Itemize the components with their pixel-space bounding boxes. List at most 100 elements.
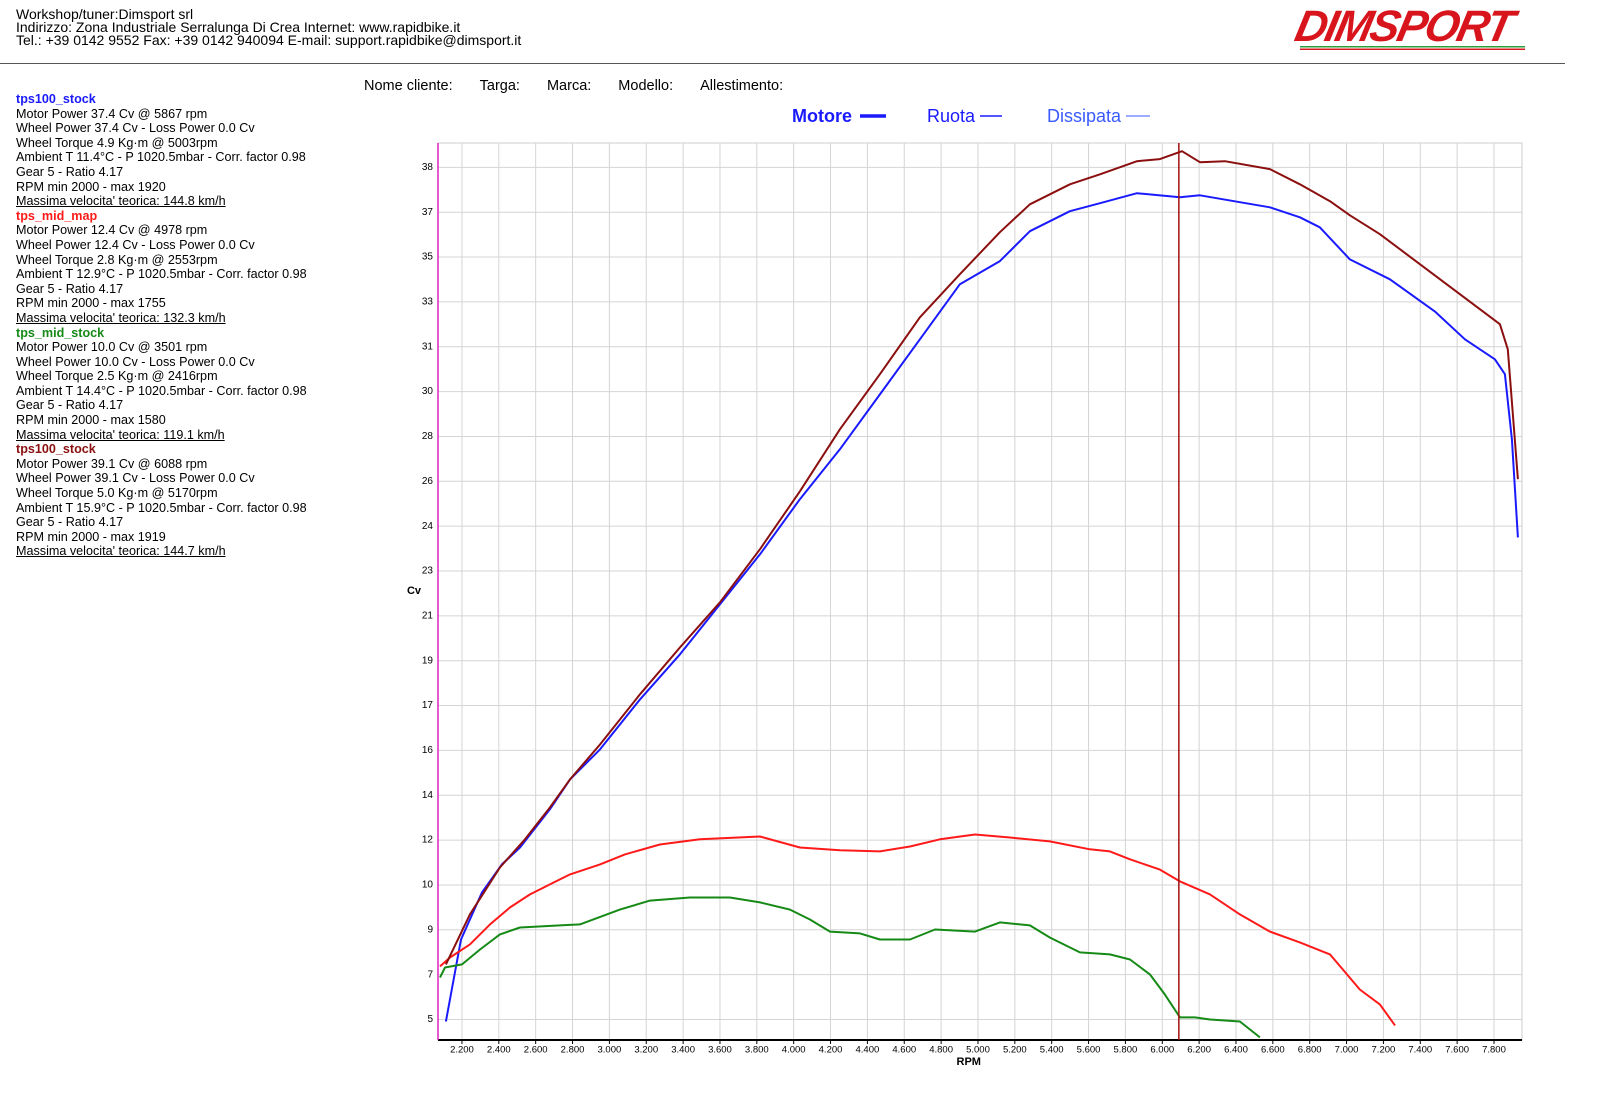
info-line: Wheel Power 37.4 Cv - Loss Power 0.0 Cv (16, 121, 255, 136)
info-title: tps100_stock (16, 92, 96, 106)
x-tick-label: 6.200 (1187, 1045, 1211, 1056)
info-panel: tps100_stock Motor Power 37.4 Cv @ 5867 r… (16, 92, 307, 559)
x-tick-label: 6.000 (1150, 1045, 1174, 1056)
info-line: Ambient T 12.9°C - P 1020.5mbar - Corr. … (16, 267, 307, 282)
x-tick-label: 7.200 (1372, 1045, 1396, 1056)
x-tick-label: 6.800 (1298, 1045, 1322, 1056)
info-block: tps100_stock Motor Power 39.1 Cv @ 6088 r… (16, 442, 307, 559)
plot-frame (437, 142, 1523, 1041)
info-line: Massima velocita' teorica: 132.3 km/h (16, 310, 226, 325)
info-line: Motor Power 37.4 Cv @ 5867 rpm (16, 106, 208, 121)
y-tick-label: 21 (422, 610, 434, 621)
info-line: Motor Power 10.0 Cv @ 3501 rpm (16, 340, 208, 355)
x-tick-label: 3.800 (745, 1045, 769, 1056)
info-line: Wheel Torque 5.0 Kg·m @ 5170rpm (16, 486, 218, 501)
customer-field: Allestimento: (700, 78, 784, 94)
x-tick-label: 6.400 (1224, 1045, 1248, 1056)
x-tick-label: 4.200 (819, 1045, 843, 1056)
x-tick-label: 5.400 (1040, 1045, 1064, 1056)
series-line (444, 150, 1519, 965)
info-line: Ambient T 14.4°C - P 1020.5mbar - Corr. … (16, 383, 307, 398)
x-axis-label: RPM (957, 1056, 981, 1068)
x-tick-label: 2.800 (561, 1045, 585, 1056)
info-line: Massima velocita' teorica: 144.8 km/h (16, 194, 226, 209)
info-title: tps_mid_stock (16, 325, 105, 340)
x-tick-label: 4.000 (782, 1045, 806, 1056)
info-title: tps100_stock (16, 442, 96, 457)
x-tick-label: 2.400 (487, 1045, 511, 1056)
info-line: Massima velocita' teorica: 144.7 km/h (16, 544, 226, 559)
info-line: RPM min 2000 - max 1920 (16, 179, 166, 194)
x-tick-label: 3.000 (598, 1045, 622, 1056)
x-tick-label: 7.400 (1408, 1045, 1432, 1056)
info-line: Motor Power 39.1 Cv @ 6088 rpm (16, 456, 208, 471)
info-line: Gear 5 - Ratio 4.17 (16, 164, 124, 179)
x-tick-label: 3.400 (671, 1045, 695, 1056)
info-line: Wheel Torque 2.8 Kg·m @ 2553rpm (16, 252, 218, 267)
legend-label: Motore (792, 106, 852, 126)
info-line: Wheel Torque 4.9 Kg·m @ 5003rpm (16, 135, 218, 150)
series-line (439, 833, 1396, 1026)
info-block: tps_mid_map Motor Power 12.4 Cv @ 4978 rp… (16, 209, 307, 326)
y-tick-label: 16 (422, 745, 434, 756)
header-rule (0, 63, 1565, 64)
header-line: Tel.: +39 0142 9552 Fax: +39 0142 940094… (16, 32, 522, 48)
customer-field: Nome cliente: (364, 78, 453, 94)
y-tick-label: 23 (422, 566, 434, 577)
info-line: Wheel Torque 2.5 Kg·m @ 2416rpm (16, 369, 218, 384)
y-tick-label: 33 (422, 297, 434, 308)
x-tick-label: 4.600 (892, 1045, 916, 1056)
y-tick-label: 12 (422, 835, 434, 846)
y-tick-label: 7 (427, 969, 433, 980)
header-line: Workshop/tuner:Dimsport srl (16, 6, 194, 22)
info-line: Wheel Power 12.4 Cv - Loss Power 0.0 Cv (16, 237, 255, 252)
info-line: Gear 5 - Ratio 4.17 (16, 281, 124, 296)
info-line: Ambient T 11.4°C - P 1020.5mbar - Corr. … (16, 150, 306, 165)
x-tick-label: 4.800 (929, 1045, 953, 1056)
y-tick-label: 31 (422, 341, 434, 352)
y-tick-label: 30 (422, 386, 434, 397)
legend-label: Dissipata (1047, 106, 1122, 126)
info-line: Gear 5 - Ratio 4.17 (16, 398, 124, 413)
y-tick-label: 19 (422, 655, 434, 666)
x-tick-label: 2.600 (524, 1045, 548, 1056)
x-tick-label: 3.200 (634, 1045, 658, 1056)
x-tick-label: 7.600 (1445, 1045, 1469, 1056)
logo-stripe (1300, 46, 1525, 50)
x-tick-label: 2.200 (450, 1045, 474, 1056)
plot-lines (439, 150, 1519, 1039)
customer-fields: Nome cliente: Targa: Marca: Modello: Allesti… (364, 78, 810, 94)
x-tick-label: 7.800 (1482, 1045, 1506, 1056)
info-line: Ambient T 15.9°C - P 1020.5mbar - Corr. … (16, 500, 307, 515)
header-line: Indirizzo: Zona Industriale Serralunga D… (16, 19, 461, 35)
legend-label: Ruota (927, 106, 976, 126)
y-tick-label: 35 (422, 252, 434, 263)
x-tick-label: 5.200 (1003, 1045, 1027, 1056)
x-tick-label: 3.600 (708, 1045, 732, 1056)
info-block: tps_mid_stock Motor Power 10.0 Cv @ 3501 … (16, 326, 307, 443)
x-tick-label: 5.800 (1114, 1045, 1138, 1056)
x-tick-label: 4.400 (856, 1045, 880, 1056)
y-tick-label: 38 (422, 162, 434, 173)
x-tick-label: 5.000 (966, 1045, 990, 1056)
customer-field: Marca: (546, 78, 592, 94)
info-line: RPM min 2000 - max 1755 (16, 296, 166, 311)
y-axis-label: Cv (407, 585, 422, 597)
info-line: Gear 5 - Ratio 4.17 (16, 515, 124, 530)
info-line: Motor Power 12.4 Cv @ 4978 rpm (16, 223, 208, 238)
info-line: RPM min 2000 - max 1580 (16, 413, 166, 428)
y-tick-label: 28 (422, 431, 434, 442)
info-block: tps100_stock Motor Power 37.4 Cv @ 5867 r… (16, 92, 307, 209)
y-tick-label: 10 (422, 880, 434, 891)
x-tick-label: 7.000 (1335, 1045, 1359, 1056)
info-title: tps_mid_map (16, 208, 98, 223)
x-tick-label: 5.600 (1077, 1045, 1101, 1056)
y-tick-label: 26 (422, 476, 434, 487)
info-line: Wheel Power 10.0 Cv - Loss Power 0.0 Cv (16, 354, 255, 369)
series-line (439, 896, 1261, 1039)
y-tick-label: 5 (427, 1014, 433, 1025)
x-tick-label: 6.600 (1261, 1045, 1285, 1056)
info-line: Wheel Power 39.1 Cv - Loss Power 0.0 Cv (16, 471, 255, 486)
